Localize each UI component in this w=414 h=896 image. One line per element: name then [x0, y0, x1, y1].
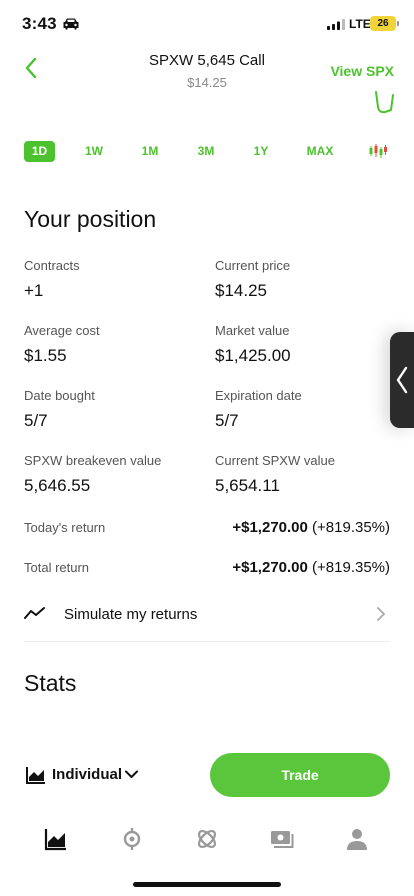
chevron-right-icon [377, 607, 385, 621]
expiration-date-label: Expiration date [215, 388, 302, 403]
home-indicator [133, 882, 281, 887]
battery-indicator: 26 [370, 16, 399, 31]
divider [24, 641, 390, 642]
todays-return-percent: (+819.35%) [312, 519, 390, 536]
tab-1w[interactable]: 1W [82, 141, 106, 162]
content-fade [0, 735, 414, 749]
market-value-value: $1,425.00 [215, 346, 291, 365]
signal-icon [327, 19, 345, 30]
chevron-left-icon [396, 366, 408, 394]
todays-return-label: Today's return [24, 520, 106, 535]
total-return-row: Total return +$1,270.00 (+819.35%) [24, 559, 390, 580]
tab-bar-crypto[interactable] [112, 820, 152, 860]
current-underlying-value: 5,654.11 [215, 476, 280, 495]
back-chevron-icon [25, 57, 37, 79]
contracts-value: +1 [24, 281, 44, 300]
todays-return-value: +$1,270.00 (+819.35%) [232, 519, 390, 536]
market-value-label: Market value [215, 323, 290, 338]
tab-max[interactable]: MAX [304, 141, 336, 162]
breakeven-value: 5,646.55 [24, 476, 91, 495]
page-subtitle: $14.25 [187, 75, 227, 90]
position-section-title: Your position [24, 206, 157, 232]
simulate-returns-row[interactable]: Simulate my returns [24, 597, 390, 633]
todays-return-row: Today's return +$1,270.00 (+819.35%) [24, 519, 390, 540]
trend-icon [24, 607, 45, 619]
total-return-amount: +$1,270.00 [232, 559, 308, 576]
side-panel-handle[interactable] [390, 332, 414, 428]
network-label: LTE [349, 17, 371, 31]
nav-header: SPXW 5,645 Call $14.25 View SPX [0, 48, 414, 118]
retirement-icon [197, 829, 217, 849]
tab-bar [0, 820, 414, 860]
total-return-label: Total return [24, 560, 90, 575]
tab-1d[interactable]: 1D [24, 141, 55, 162]
current-price-value: $14.25 [215, 281, 267, 300]
todays-return-amount: +$1,270.00 [232, 519, 308, 536]
candles-icon[interactable] [369, 143, 387, 159]
total-return-value: +$1,270.00 (+819.35%) [232, 559, 390, 576]
investing-icon [44, 829, 66, 851]
crypto-icon [123, 828, 141, 850]
stats-section-title: Stats [24, 670, 77, 696]
contracts-label: Contracts [24, 258, 80, 273]
view-underlying-link[interactable]: View SPX [330, 63, 394, 79]
tab-bar-investing[interactable] [36, 820, 76, 860]
tab-1y[interactable]: 1Y [250, 141, 272, 162]
chart-icon [26, 767, 45, 784]
range-tabs: 1D 1W 1M 3M 1Y MAX [24, 141, 390, 163]
current-underlying-label: Current SPXW value [215, 453, 335, 468]
tab-bar-retirement[interactable] [187, 820, 227, 860]
account-icon [347, 829, 367, 850]
page-title: SPXW 5,645 Call [149, 52, 265, 69]
status-time: 3:43 [22, 14, 57, 33]
date-bought-label: Date bought [24, 388, 95, 403]
tab-bar-cash[interactable] [262, 820, 302, 860]
price-chart-line [375, 91, 394, 114]
status-bar: 3:43 LTE 26 [0, 0, 414, 48]
current-price-label: Current price [215, 258, 291, 273]
tab-bar-account[interactable] [337, 820, 377, 860]
chevron-down-icon [125, 770, 138, 778]
total-return-percent: (+819.35%) [312, 559, 390, 576]
expiration-date-value: 5/7 [215, 411, 239, 430]
average-cost-label: Average cost [24, 323, 100, 338]
trade-button[interactable]: Trade [210, 753, 390, 797]
simulate-returns-label: Simulate my returns [64, 606, 198, 623]
date-bought-value: 5/7 [24, 411, 48, 430]
tab-3m[interactable]: 3M [194, 141, 218, 162]
breakeven-label: SPXW breakeven value [24, 453, 162, 468]
car-icon [63, 18, 79, 30]
account-label: Individual [52, 766, 123, 783]
back-button[interactable] [20, 56, 44, 80]
cash-icon [271, 831, 294, 848]
tab-1m[interactable]: 1M [138, 141, 162, 162]
average-cost-value: $1.55 [24, 346, 67, 365]
